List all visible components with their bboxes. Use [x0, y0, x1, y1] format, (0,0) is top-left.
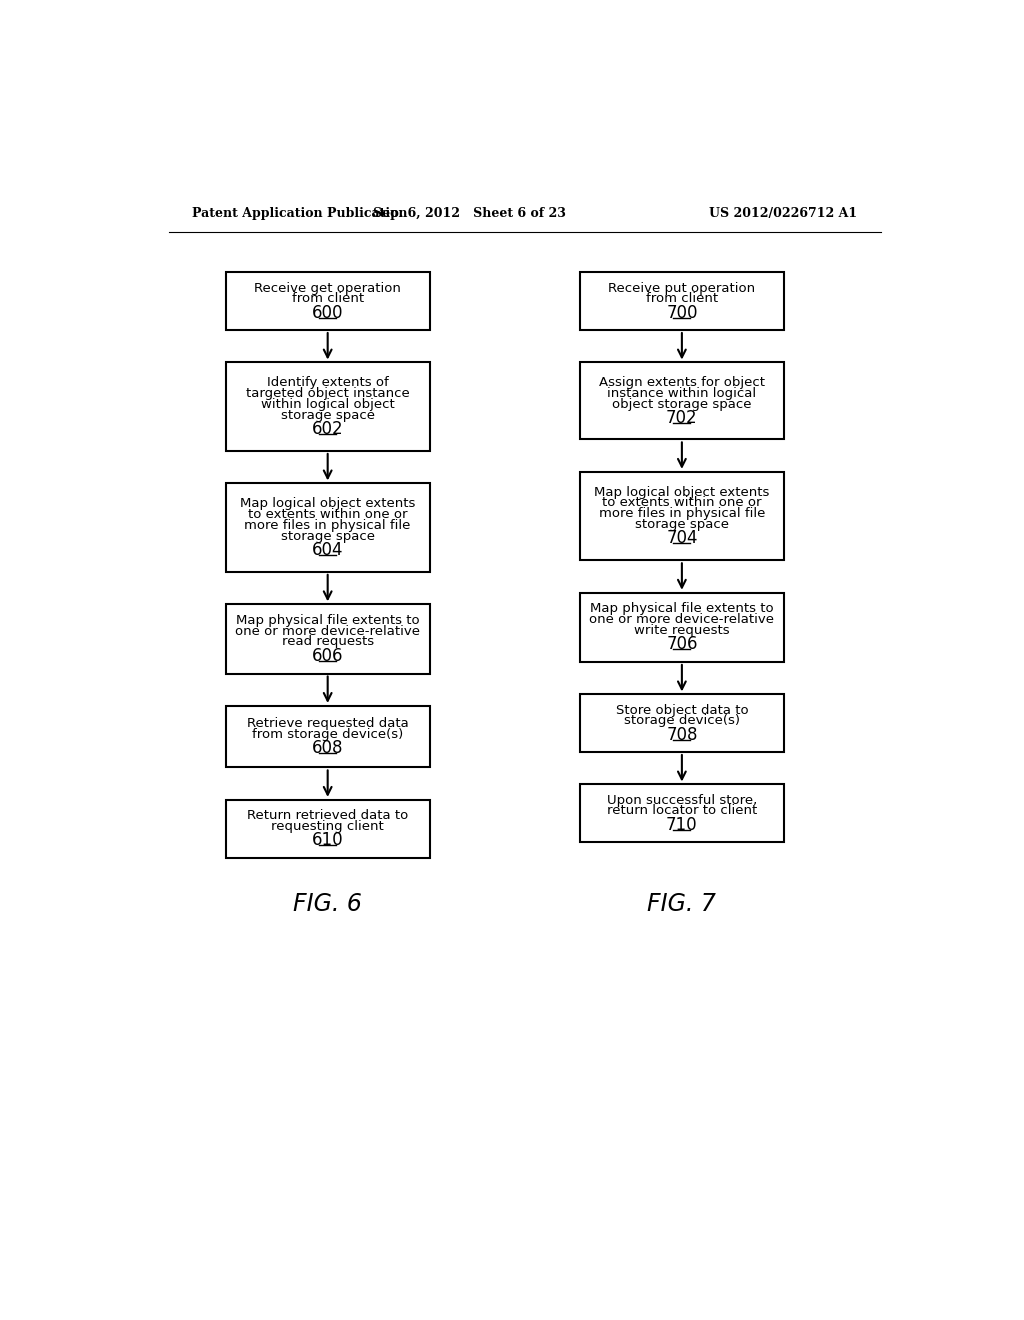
Text: from storage device(s): from storage device(s) [252, 727, 403, 741]
Text: FIG. 7: FIG. 7 [647, 892, 717, 916]
Text: 700: 700 [667, 304, 697, 322]
Text: Receive get operation: Receive get operation [254, 281, 401, 294]
Text: Map physical file extents to: Map physical file extents to [236, 614, 420, 627]
Text: 610: 610 [312, 832, 343, 849]
Text: Receive put operation: Receive put operation [608, 281, 756, 294]
Text: 602: 602 [312, 420, 343, 438]
Text: read requests: read requests [282, 635, 374, 648]
Text: Assign extents for object: Assign extents for object [599, 376, 765, 389]
Text: Map physical file extents to: Map physical file extents to [590, 602, 774, 615]
Bar [580, 694, 784, 752]
Text: Upon successful store,: Upon successful store, [607, 793, 757, 807]
Text: instance within logical: instance within logical [607, 387, 757, 400]
Text: within logical object: within logical object [261, 397, 394, 411]
Text: 710: 710 [666, 816, 697, 834]
Text: Patent Application Publication: Patent Application Publication [193, 207, 408, 220]
Text: Return retrieved data to: Return retrieved data to [247, 809, 409, 822]
Bar [225, 800, 430, 858]
Text: write requests: write requests [634, 624, 730, 638]
Bar [225, 706, 430, 767]
Text: FIG. 6: FIG. 6 [293, 892, 362, 916]
Bar [580, 471, 784, 560]
Text: storage space: storage space [635, 517, 729, 531]
Bar [225, 605, 430, 673]
Text: Sep. 6, 2012   Sheet 6 of 23: Sep. 6, 2012 Sheet 6 of 23 [373, 207, 566, 220]
Text: US 2012/0226712 A1: US 2012/0226712 A1 [710, 207, 857, 220]
Text: 606: 606 [312, 647, 343, 665]
Text: Retrieve requested data: Retrieve requested data [247, 717, 409, 730]
Bar [225, 483, 430, 572]
Text: 708: 708 [667, 726, 697, 743]
Text: more files in physical file: more files in physical file [245, 519, 411, 532]
Text: 600: 600 [312, 304, 343, 322]
Text: 706: 706 [667, 635, 697, 653]
Bar [580, 272, 784, 330]
Bar [580, 363, 784, 440]
Text: Identify extents of: Identify extents of [267, 376, 388, 389]
Text: 608: 608 [312, 739, 343, 758]
Text: one or more device-relative: one or more device-relative [590, 612, 774, 626]
Bar [580, 784, 784, 842]
Text: return locator to client: return locator to client [607, 804, 757, 817]
Text: 604: 604 [312, 541, 343, 558]
Bar [225, 363, 430, 451]
Text: from client: from client [646, 293, 718, 305]
Text: one or more device-relative: one or more device-relative [236, 624, 420, 638]
Text: storage device(s): storage device(s) [624, 714, 740, 727]
Text: 704: 704 [667, 529, 697, 548]
Text: Map logical object extents: Map logical object extents [240, 498, 416, 511]
Text: Store object data to: Store object data to [615, 704, 749, 717]
Text: object storage space: object storage space [612, 397, 752, 411]
Text: storage space: storage space [281, 529, 375, 543]
Text: to extents within one or: to extents within one or [248, 508, 408, 521]
Text: to extents within one or: to extents within one or [602, 496, 762, 510]
Bar [225, 272, 430, 330]
Text: Map logical object extents: Map logical object extents [594, 486, 770, 499]
Text: 702: 702 [666, 409, 697, 426]
Text: storage space: storage space [281, 409, 375, 421]
Bar [580, 593, 784, 663]
Text: targeted object instance: targeted object instance [246, 387, 410, 400]
Text: from client: from client [292, 293, 364, 305]
Text: more files in physical file: more files in physical file [599, 507, 765, 520]
Text: requesting client: requesting client [271, 820, 384, 833]
